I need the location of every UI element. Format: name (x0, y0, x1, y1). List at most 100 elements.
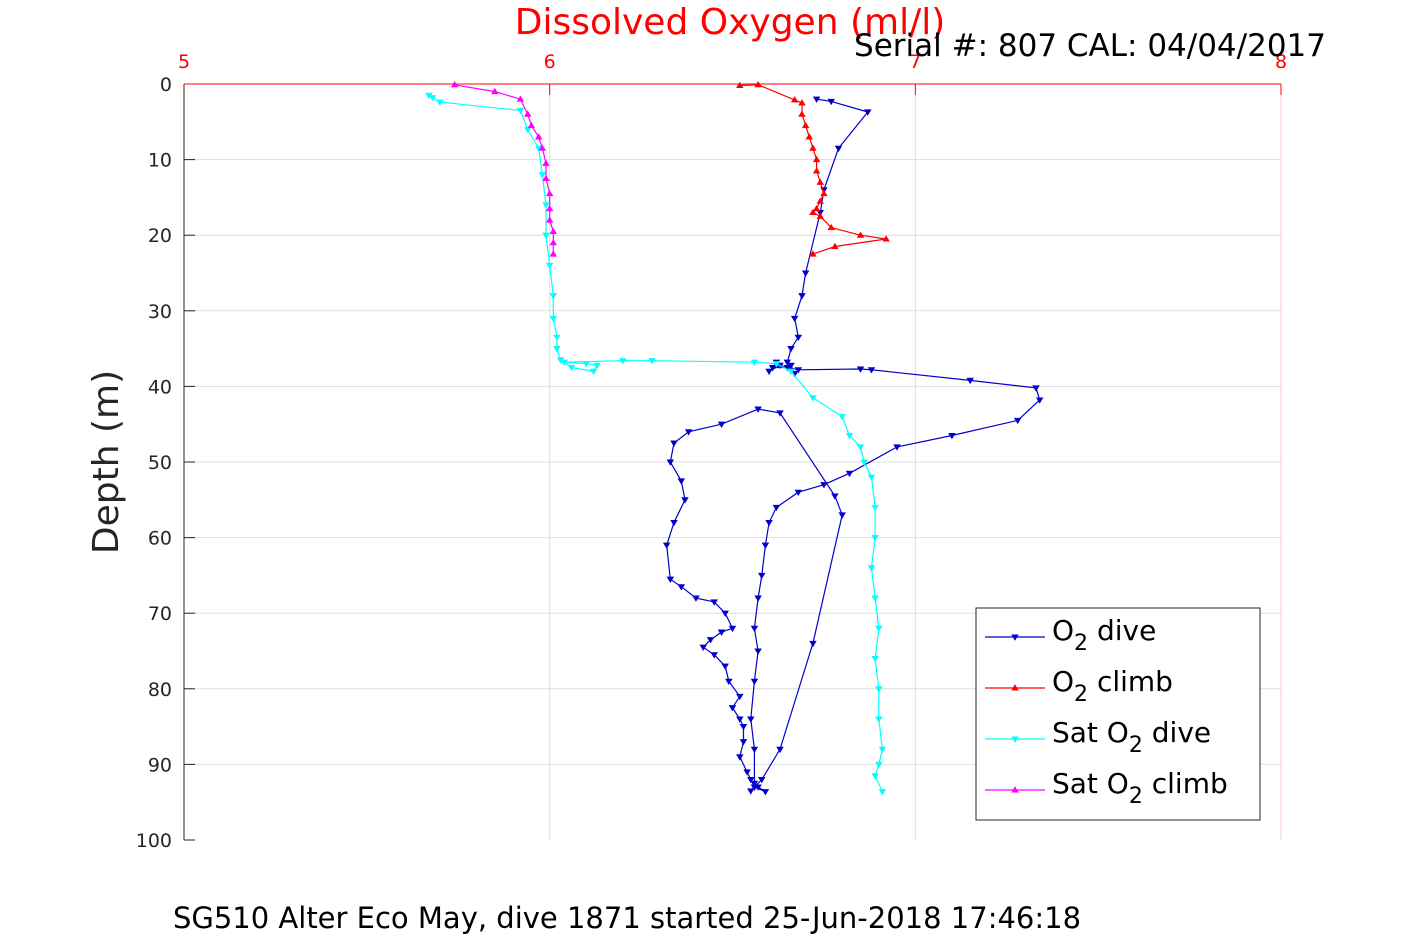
data-point (538, 172, 547, 179)
series-o2-dive (662, 96, 1044, 796)
data-point (816, 197, 824, 204)
data-point (516, 95, 525, 102)
data-point (736, 693, 744, 701)
data-point (739, 739, 748, 746)
data-point (856, 366, 865, 373)
data-point (750, 780, 759, 788)
data-point (491, 87, 499, 95)
data-point (648, 358, 656, 365)
legend-item-sat-o2-dive: Sat O2 dive (985, 716, 1211, 758)
data-point (706, 637, 715, 644)
data-point (545, 262, 554, 270)
data-point (516, 107, 525, 115)
data-point (750, 784, 759, 791)
data-point (867, 474, 876, 481)
legend-label: Sat O2 dive (1052, 716, 1211, 758)
data-point (812, 96, 821, 103)
y-tick-label: 20 (148, 225, 172, 247)
data-point (875, 761, 883, 769)
data-point (794, 334, 803, 342)
data-point (754, 648, 762, 655)
grid (184, 84, 1282, 840)
data-point (809, 395, 817, 402)
data-point (845, 432, 854, 440)
data-point (527, 121, 536, 129)
data-point (790, 315, 799, 323)
data-point (684, 429, 693, 436)
data-point (545, 204, 554, 212)
data-point (798, 293, 806, 300)
legend-label: Sat O2 climb (1052, 767, 1228, 809)
data-point (747, 776, 755, 784)
data-point (790, 96, 799, 103)
data-point (542, 174, 550, 182)
data-point (809, 208, 817, 216)
data-point (549, 293, 558, 300)
data-point (820, 189, 828, 197)
data-point (721, 663, 729, 670)
data-point (871, 535, 879, 542)
series-sat-o2-dive (425, 92, 887, 796)
data-point (820, 482, 828, 489)
data-point (542, 202, 550, 209)
data-point (549, 250, 558, 257)
data-point (801, 270, 810, 277)
data-point (721, 610, 729, 617)
data-point (538, 144, 547, 151)
series-layer (425, 80, 1044, 796)
data-point (864, 109, 872, 116)
data-point (589, 368, 598, 376)
data-point (761, 789, 770, 796)
data-point (882, 235, 890, 242)
y-tick-label: 40 (148, 376, 172, 398)
data-point (549, 315, 558, 323)
data-point (758, 776, 766, 784)
data-point (812, 204, 821, 212)
data-point (743, 769, 751, 776)
data-point (768, 364, 777, 372)
data-point (794, 367, 803, 374)
data-point (871, 656, 879, 663)
data-point (831, 493, 839, 500)
data-point (801, 121, 810, 129)
data-point (812, 155, 821, 163)
data-point (553, 334, 561, 342)
data-point (750, 359, 759, 366)
data-point (739, 724, 748, 731)
data-point (677, 584, 686, 591)
data-point (816, 178, 824, 185)
legend-item-sat-o2-climb: Sat O2 climb (985, 767, 1228, 809)
data-point (750, 625, 759, 633)
data-point (871, 773, 879, 780)
data-point (717, 629, 726, 636)
axes: 0 10 20 30 40 50 60 70 80 90 100 5 6 7 8 (136, 51, 1287, 852)
data-point (542, 159, 550, 166)
data-point (1032, 385, 1040, 392)
x-tick-label: 6 (544, 51, 556, 73)
data-point (534, 133, 543, 140)
y-tick-label: 80 (148, 679, 172, 701)
legend: O2 dive O2 climb Sat O2 dive Sat O2 climb (975, 607, 1261, 821)
legend-marker (1011, 736, 1019, 743)
y-tick-label: 10 (148, 150, 172, 172)
y-tick-label: 90 (148, 754, 172, 776)
data-point (754, 595, 762, 602)
data-point (765, 519, 773, 527)
data-point (524, 126, 532, 134)
data-point (710, 652, 718, 659)
x-tick-label: 7 (909, 51, 921, 73)
data-point (524, 110, 532, 117)
data-point (805, 133, 814, 140)
y-tick-label: 30 (148, 301, 172, 323)
data-point (772, 504, 781, 512)
data-point (845, 470, 854, 478)
x-tick-label: 5 (178, 51, 190, 73)
chart-title: Dissolved Oxygen (ml/l) (515, 2, 946, 43)
data-point (783, 359, 792, 366)
data-point (692, 595, 700, 602)
data-point (758, 572, 766, 580)
data-point (787, 368, 795, 376)
data-point (666, 459, 675, 466)
data-point (776, 746, 784, 754)
data-point (765, 368, 773, 376)
